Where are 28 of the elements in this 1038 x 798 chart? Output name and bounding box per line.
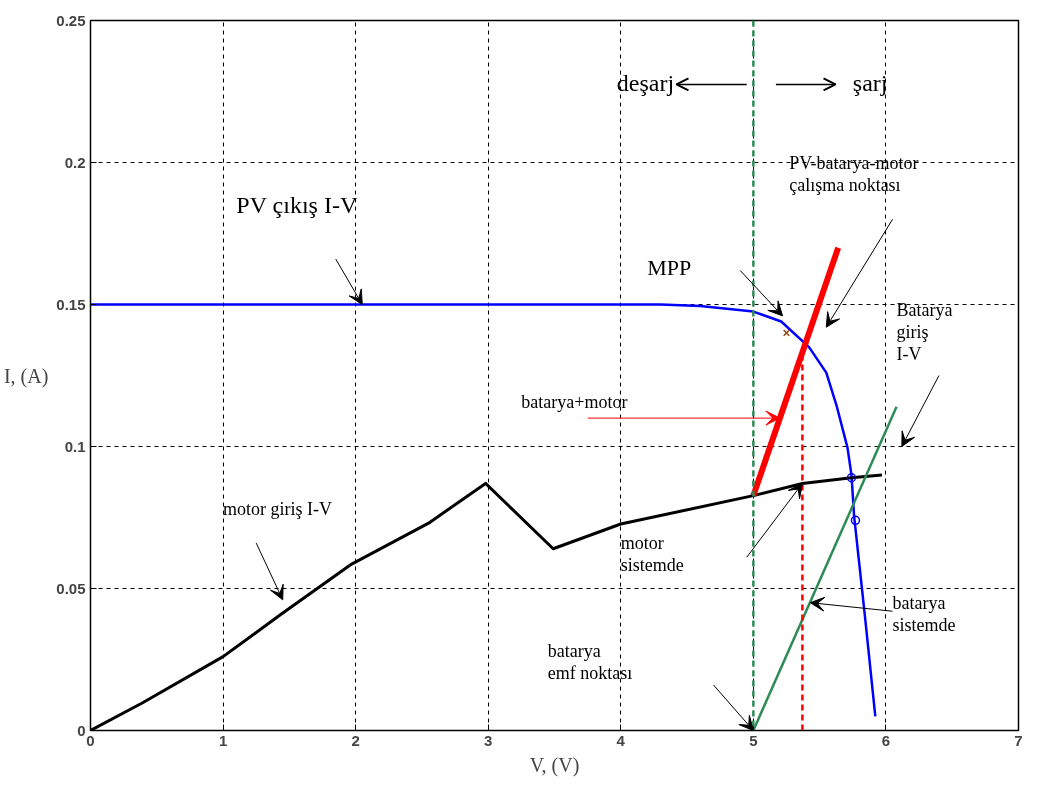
x-tick-label: 3 xyxy=(484,731,493,749)
x-tick-label: 2 xyxy=(351,731,360,749)
point xyxy=(846,473,857,483)
annotation: deşarj xyxy=(616,69,675,96)
annotation: PV çıkış I-V xyxy=(236,192,358,219)
annotation: MPP xyxy=(647,255,692,281)
annotation: batarya+motor xyxy=(521,392,628,413)
annotation: motor giriş I-V xyxy=(223,498,333,519)
annotation: batarya emf noktası xyxy=(547,640,633,683)
y-tick-label: 0.1 xyxy=(64,437,86,455)
x-tick-label: 4 xyxy=(616,731,626,749)
y-tick-label: 0.2 xyxy=(64,153,86,171)
y-tick-label: 0.05 xyxy=(56,579,86,597)
x-tick-label: 1 xyxy=(218,731,228,749)
point xyxy=(850,515,861,526)
annotation: motor sistemde xyxy=(620,533,684,576)
annotation: batarya sistemde xyxy=(892,592,956,635)
point xyxy=(782,329,791,337)
annotation: PV-batarya-motor çalışma noktası xyxy=(789,152,919,195)
annotation: Batarya giriş I-V xyxy=(896,300,953,365)
y-tick-label: 0.15 xyxy=(56,295,86,313)
x-tick-label: 6 xyxy=(881,731,891,749)
x-axis-title: V, (V) xyxy=(529,753,580,777)
x-tick-label: 7 xyxy=(1014,731,1023,749)
y-tick-label: 0.25 xyxy=(56,11,86,29)
x-tick-label: 5 xyxy=(749,731,758,749)
y-axis-title: I, (A) xyxy=(3,364,49,388)
annotation: şarj xyxy=(852,69,888,96)
